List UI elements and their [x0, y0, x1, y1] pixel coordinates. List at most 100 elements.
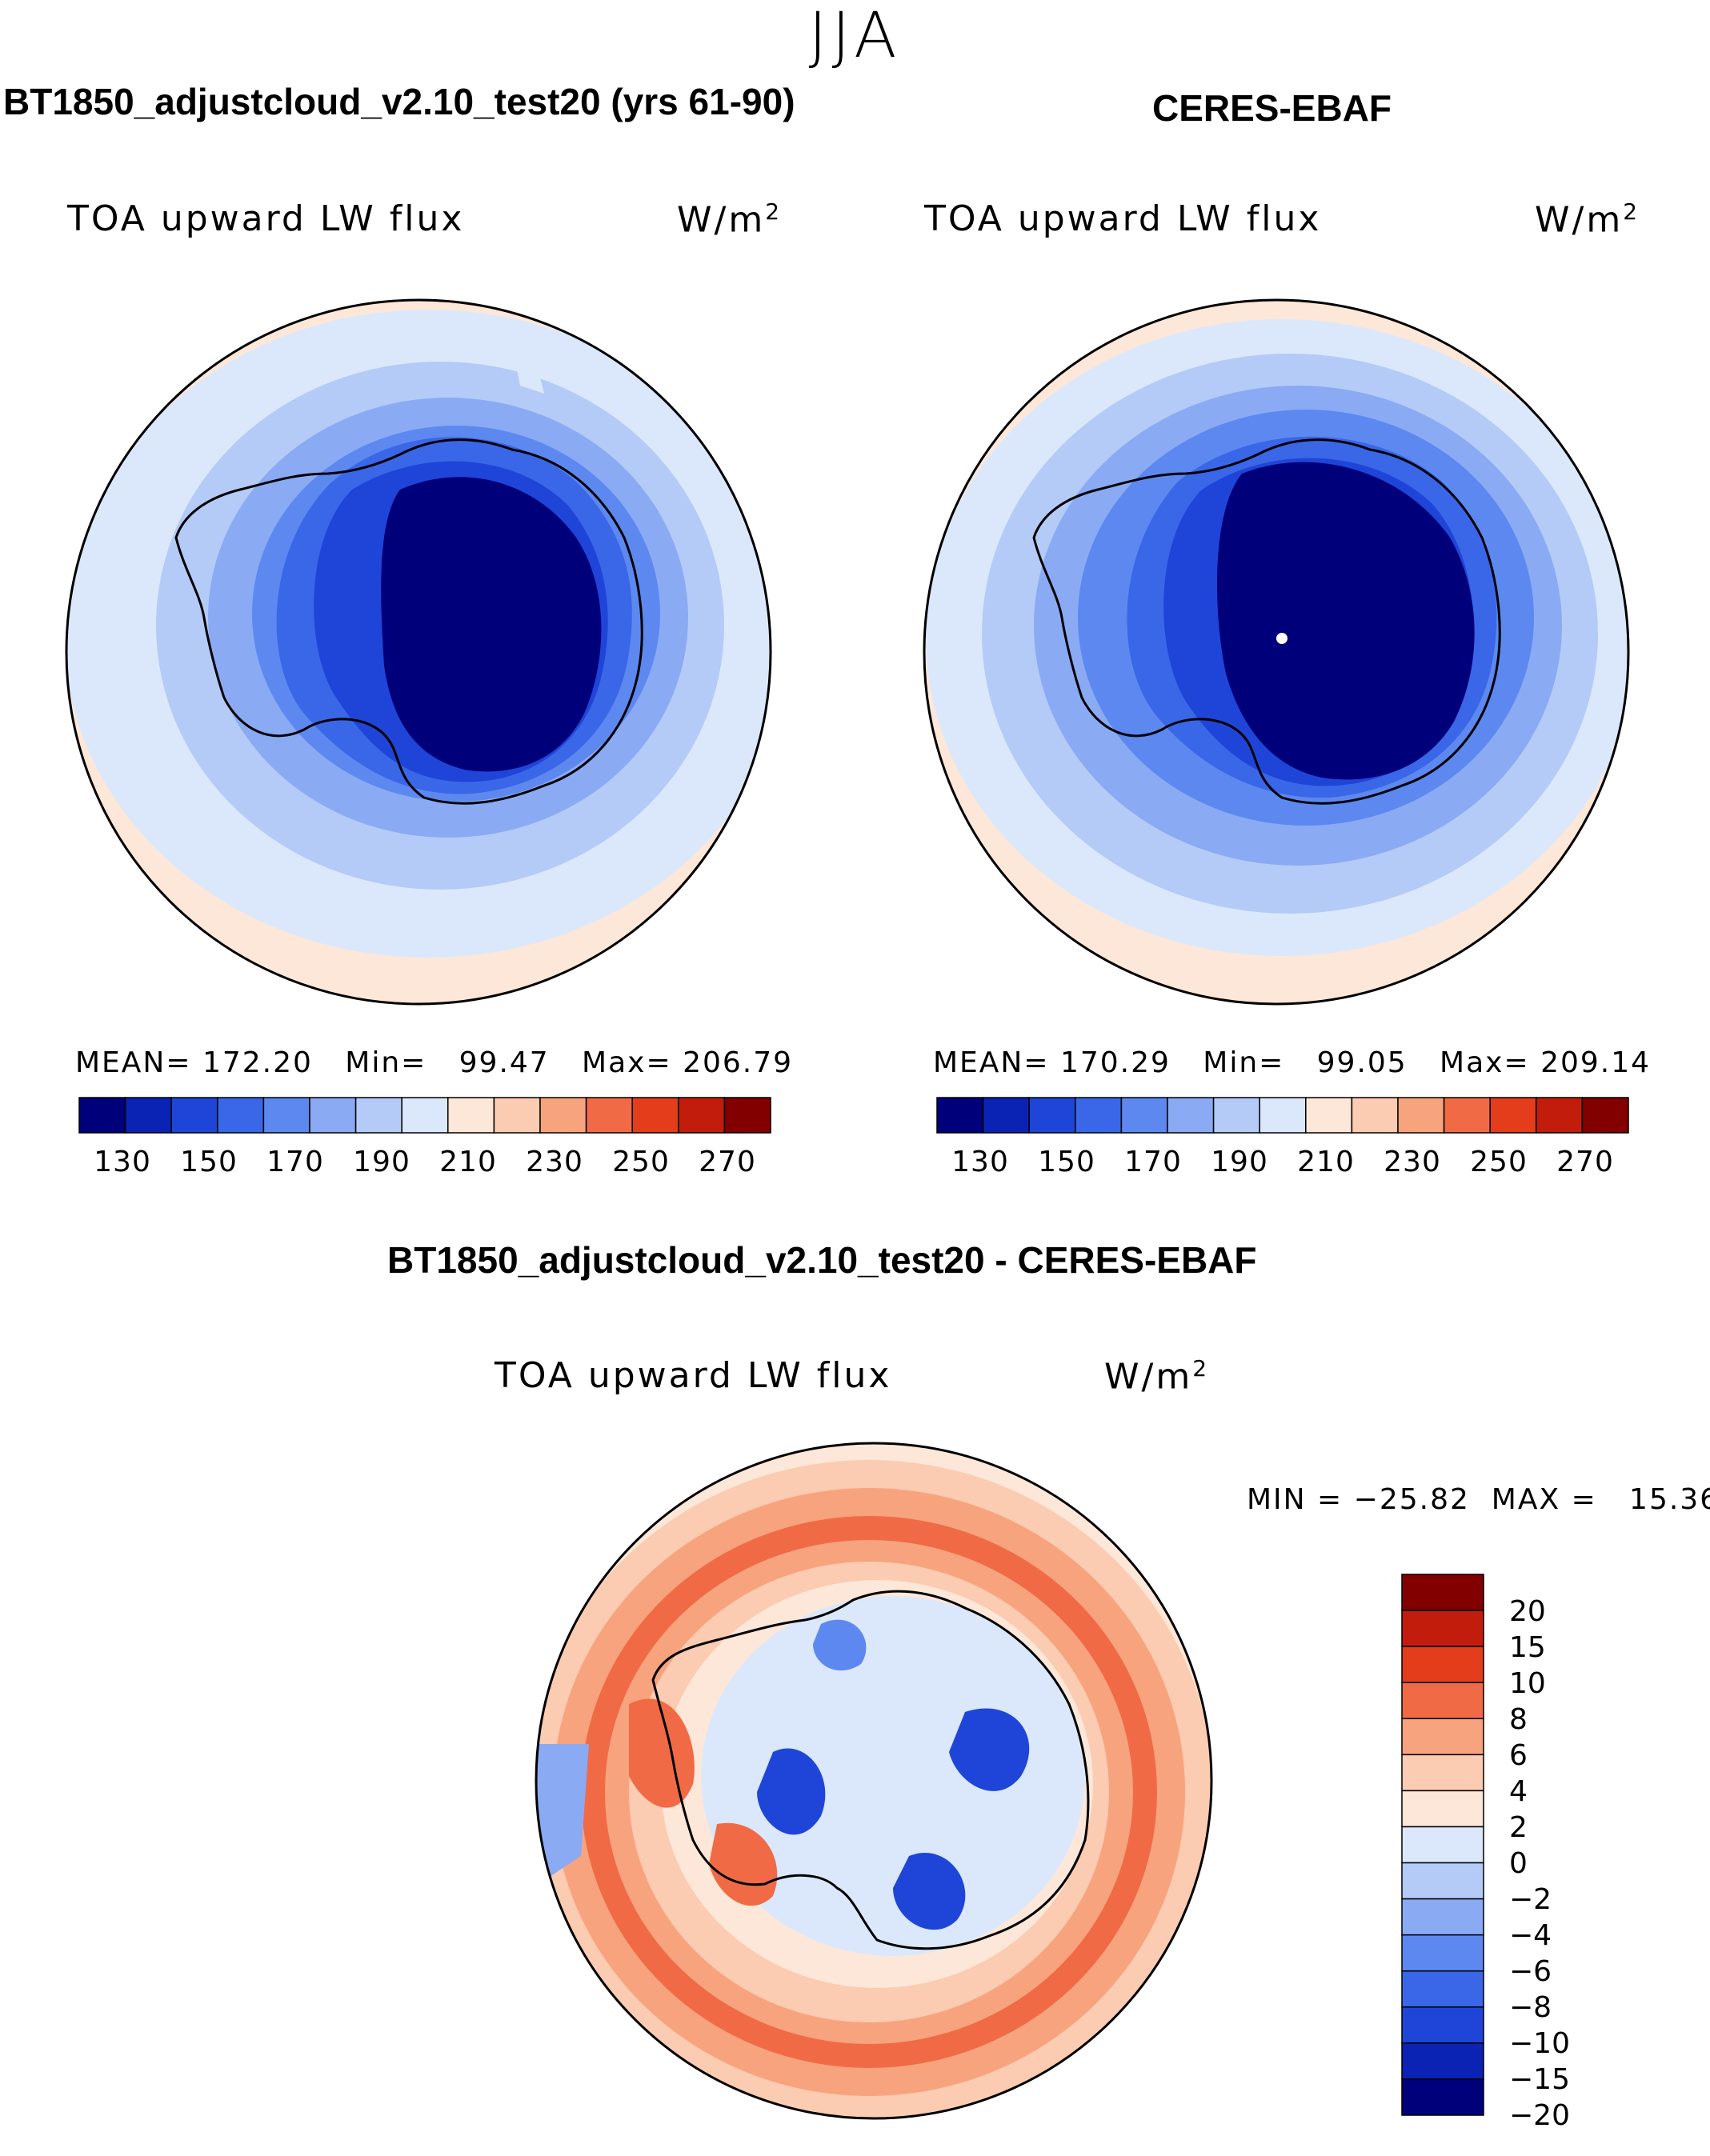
- colorbar-label: 270: [1556, 1146, 1614, 1178]
- colorbar-label: 270: [699, 1146, 756, 1178]
- colorbar-label: 170: [1124, 1146, 1182, 1178]
- colorbar-swatch: [1075, 1097, 1123, 1134]
- map-boundary-circle: [923, 298, 1630, 1006]
- colorbar-swatch: [170, 1097, 218, 1134]
- colorbar-swatch: [1401, 2006, 1484, 2044]
- model-variable-label: TOA upward LW flux: [67, 198, 465, 239]
- antarctica-coastline: [1032, 438, 1501, 805]
- diff-colorbar-label: 6: [1509, 1739, 1528, 1772]
- diff-units-label: W/m2: [1104, 1355, 1210, 1398]
- diff-colorbar-label: 0: [1509, 1847, 1528, 1880]
- diff-colorbar-label: −15: [1509, 2063, 1570, 2096]
- colorbar-swatch: [1581, 1097, 1629, 1134]
- colorbar-swatch: [1401, 1862, 1484, 1900]
- diff-panel-title: BT1850_adjustcloud_v2.10_test20 - CERES-…: [387, 1239, 1257, 1281]
- season-title: JJA: [808, 0, 902, 72]
- colorbar-swatch: [217, 1097, 265, 1134]
- diff-colorbar-label: −8: [1509, 1991, 1552, 2024]
- colorbar-label: 210: [439, 1146, 497, 1178]
- map-band-120: [381, 477, 602, 772]
- map-boundary-circle: [535, 1442, 1213, 2120]
- colorbar-swatch: [1028, 1097, 1076, 1134]
- colorbar-swatch: [1401, 1682, 1484, 1720]
- colorbar-swatch: [1401, 1934, 1484, 1972]
- colorbar-swatch: [1401, 1826, 1484, 1864]
- colorbar-swatch: [401, 1097, 449, 1134]
- colorbar-swatch: [1489, 1097, 1537, 1134]
- colorbar-label: 170: [266, 1146, 324, 1178]
- model-polar-map: [65, 298, 772, 1006]
- diff-colorbar-label: −10: [1509, 2027, 1570, 2060]
- colorbar-label: 250: [1470, 1146, 1528, 1178]
- colorbar-label: 150: [1038, 1146, 1095, 1178]
- colorbar-swatch: [936, 1097, 984, 1134]
- colorbar-swatch: [585, 1097, 633, 1134]
- colorbar-swatch: [262, 1097, 310, 1134]
- colorbar-swatch: [1120, 1097, 1168, 1134]
- colorbar-swatch: [78, 1097, 126, 1134]
- model-stats: MEAN= 172.20 Min= 99.47 Max= 206.79: [75, 1046, 794, 1079]
- obs-polar-map: [923, 298, 1630, 1006]
- colorbar-swatch: [1167, 1097, 1215, 1134]
- colorbar-swatch: [1212, 1097, 1260, 1134]
- colorbar-label: 130: [951, 1146, 1009, 1178]
- colorbar-label: 190: [1211, 1146, 1268, 1178]
- colorbar-swatch: [1401, 2042, 1484, 2080]
- obs-colorbar: [936, 1097, 1629, 1134]
- diff-colorbar-label: −2: [1509, 1883, 1552, 1916]
- obs-stats: MEAN= 170.29 Min= 99.05 Max= 209.14: [933, 1046, 1652, 1079]
- colorbar-label: 210: [1297, 1146, 1355, 1178]
- colorbar-swatch: [1443, 1097, 1491, 1134]
- diff-stats: MIN = −25.82 MAX = 15.36: [1247, 1483, 1710, 1516]
- antarctica-coastline: [651, 1590, 1090, 1950]
- diff-colorbar-label: 2: [1509, 1811, 1528, 1844]
- colorbar-swatch: [447, 1097, 495, 1134]
- colorbar-swatch: [1401, 1754, 1484, 1792]
- colorbar-label: 130: [94, 1146, 151, 1178]
- diff-variable-label: TOA upward LW flux: [495, 1355, 892, 1396]
- diff-colorbar-label: 15: [1509, 1631, 1546, 1664]
- diff-colorbar: [1401, 1574, 1484, 2116]
- diff-polar-map: [535, 1442, 1213, 2120]
- model-colorbar: [78, 1097, 771, 1134]
- diff-colorbar-label: −4: [1509, 1919, 1552, 1952]
- colorbar-swatch: [539, 1097, 587, 1134]
- colorbar-swatch: [1305, 1097, 1353, 1134]
- diff-colorbar-label: 20: [1509, 1595, 1546, 1628]
- colorbar-swatch: [124, 1097, 172, 1134]
- colorbar-label: 230: [526, 1146, 583, 1178]
- map-boundary-circle: [65, 298, 772, 1006]
- colorbar-swatch: [1401, 1898, 1484, 1936]
- map-band-120: [1216, 462, 1475, 780]
- colorbar-swatch: [982, 1097, 1030, 1134]
- colorbar-swatch: [1401, 1610, 1484, 1647]
- diff-colorbar-label: 4: [1509, 1775, 1528, 1808]
- colorbar-swatch: [631, 1097, 679, 1134]
- colorbar-label: 190: [353, 1146, 410, 1178]
- obs-variable-label: TOA upward LW flux: [924, 198, 1322, 239]
- colorbar-swatch: [354, 1097, 402, 1134]
- colorbar-swatch: [1401, 1574, 1484, 1611]
- colorbar-swatch: [1401, 1646, 1484, 1683]
- colorbar-swatch: [678, 1097, 726, 1134]
- colorbar-swatch: [493, 1097, 541, 1134]
- diff-colorbar-label: 8: [1509, 1703, 1528, 1736]
- colorbar-swatch: [723, 1097, 771, 1134]
- colorbar-swatch: [1401, 2078, 1484, 2116]
- obs-units-label: W/m2: [1535, 198, 1640, 241]
- colorbar-swatch: [1536, 1097, 1584, 1134]
- colorbar-swatch: [1401, 1970, 1484, 2008]
- colorbar-swatch: [1401, 1718, 1484, 1756]
- diff-colorbar-label: 10: [1509, 1667, 1546, 1700]
- antarctica-coastline: [174, 438, 643, 805]
- model-units-label: W/m2: [677, 198, 783, 241]
- colorbar-label: 250: [612, 1146, 670, 1178]
- colorbar-label: 230: [1384, 1146, 1441, 1178]
- south-pole-marker: [1276, 633, 1288, 644]
- colorbar-swatch: [1397, 1097, 1445, 1134]
- colorbar-swatch: [309, 1097, 357, 1134]
- colorbar-swatch: [1401, 1790, 1484, 1828]
- model-panel-title: BT1850_adjustcloud_v2.10_test20 (yrs 61-…: [3, 81, 795, 122]
- colorbar-label: 150: [180, 1146, 238, 1178]
- diff-colorbar-label: −6: [1509, 1955, 1552, 1988]
